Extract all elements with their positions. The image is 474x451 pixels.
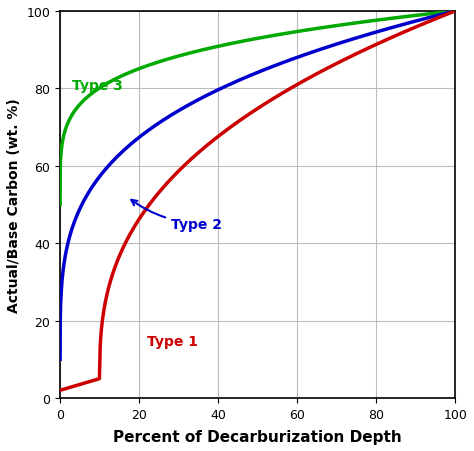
- X-axis label: Percent of Decarburization Depth: Percent of Decarburization Depth: [113, 429, 402, 444]
- Text: Type 1: Type 1: [147, 334, 198, 348]
- Y-axis label: Actual/Base Carbon (wt. %): Actual/Base Carbon (wt. %): [7, 98, 21, 312]
- Text: Type 3: Type 3: [72, 79, 123, 93]
- Text: Type 2: Type 2: [131, 200, 222, 231]
